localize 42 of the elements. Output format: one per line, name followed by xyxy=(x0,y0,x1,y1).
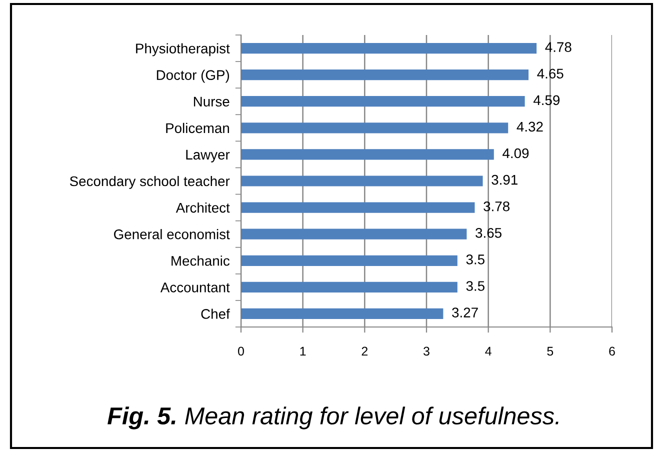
bar xyxy=(241,96,525,107)
data-label: 4.78 xyxy=(545,42,572,52)
bar xyxy=(241,122,508,134)
data-label: 4.09 xyxy=(502,148,529,158)
text: Mean rating for level of usefulness. xyxy=(185,406,558,430)
y-tick-label: Architect xyxy=(176,202,230,213)
data-label: 3.5 xyxy=(466,254,484,264)
bar xyxy=(241,228,467,240)
x-tick-label: 5 xyxy=(547,346,554,356)
y-tick-label: Physiotherapist xyxy=(136,43,230,56)
x-tick-label: 3 xyxy=(424,346,430,356)
y-tick-label: Policeman xyxy=(166,122,229,134)
y-tick-label: Lawyer xyxy=(186,150,230,162)
bar xyxy=(241,70,529,80)
bar xyxy=(241,255,458,266)
data-label: 4.59 xyxy=(533,95,560,106)
y-tick-label: Secondary school teacher xyxy=(70,176,230,189)
bar xyxy=(241,202,475,213)
data-label: 3.91 xyxy=(492,174,518,185)
x-tick-label: 6 xyxy=(609,346,615,356)
x-tick-label: 4 xyxy=(485,346,492,356)
x-tick-label: 1 xyxy=(300,346,306,356)
y-tick-label: Nurse xyxy=(194,96,230,107)
y-tick-label: Chef xyxy=(201,308,230,319)
y-tick-label: General economist xyxy=(114,229,230,240)
y-tick-label: Mechanic xyxy=(172,256,230,266)
y-tick-label: Doctor (GP) xyxy=(156,70,230,83)
data-label: 3.5 xyxy=(466,281,484,291)
data-label: 4.65 xyxy=(537,68,564,79)
bar xyxy=(241,149,494,160)
data-label: 3.27 xyxy=(452,308,478,318)
bar xyxy=(241,308,444,320)
y-tick-label: Accountant xyxy=(160,282,230,292)
data-label: 3.65 xyxy=(476,228,502,238)
bar xyxy=(241,282,458,292)
bar xyxy=(241,42,537,54)
data-label: 4.32 xyxy=(516,122,543,132)
x-tick-label: 2 xyxy=(362,346,368,356)
bar xyxy=(241,176,483,186)
caption: Fig. 5. xyxy=(108,406,176,430)
x-tick-label: 0 xyxy=(238,346,244,356)
data-label: 3.78 xyxy=(484,201,510,212)
